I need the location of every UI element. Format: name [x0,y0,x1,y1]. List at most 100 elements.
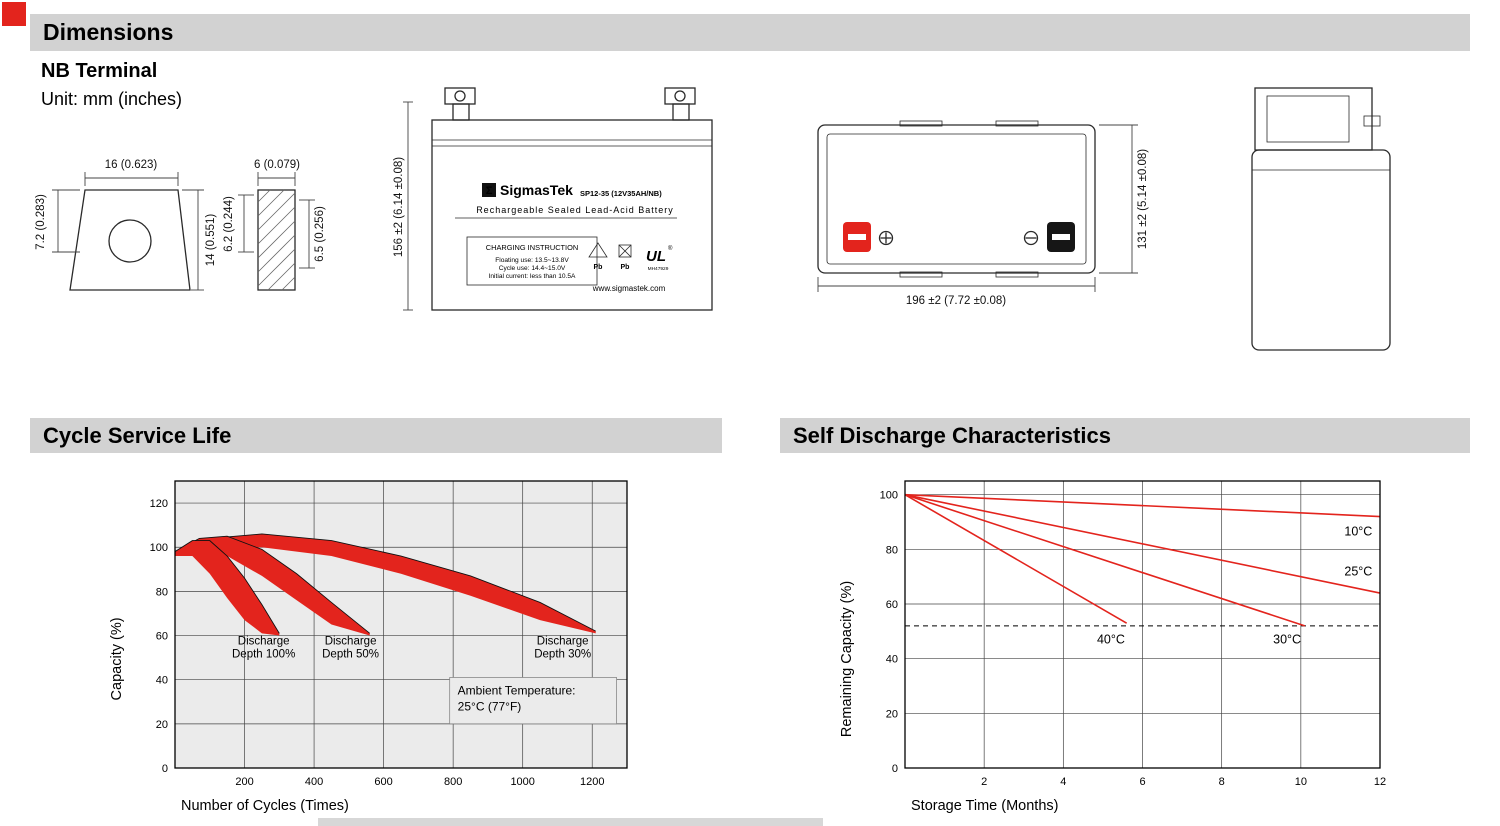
pb-label-2: Pb [621,264,630,271]
svg-text:Discharge: Discharge [325,635,377,647]
terminal-posts [444,87,696,121]
terminal-section-shape [257,189,296,291]
svg-text:0: 0 [162,763,168,775]
cycle-service-life-bar: Cycle Service Life [30,418,722,453]
terminal-detail-drawing: 16 (0.623) 7.2 (0.283) 14 (0.551) [35,159,326,291]
svg-text:Ambient Temperature:: Ambient Temperature: [458,683,576,697]
svg-text:Remaining Capacity (%): Remaining Capacity (%) [839,581,855,737]
terminal-height-dim: 14 (0.551) [205,214,217,267]
svg-text:25°C: 25°C [1344,564,1372,578]
svg-text:25°C (77°F): 25°C (77°F) [458,699,522,713]
height-dimension [403,101,413,311]
svg-text:6: 6 [1139,776,1145,788]
unit-note: Unit: mm (inches) [41,89,183,109]
svg-text:40: 40 [156,675,168,687]
charging-line-2: Cycle use: 14.4~15.0V [499,265,566,272]
cycle-service-life-chart: Ambient Temperature: 25°C (77°F) Discharge… [109,480,628,814]
svg-text:60: 60 [156,631,168,643]
pb-bin-icon: Pb [618,244,632,271]
svg-text:Discharge: Discharge [238,635,290,647]
black-terminal [1047,222,1075,252]
svg-text:100: 100 [150,542,168,554]
red-terminal [843,222,871,252]
sigma-logo [482,183,496,197]
svg-text:Storage Time (Months): Storage Time (Months) [911,798,1058,814]
terminal-tab [1363,115,1381,127]
ul-registered: ® [668,245,673,252]
battery-top-view: 196 ±2 (7.72 ±0.08) 131 ±2 (5.14 ±0.08) [817,120,1149,307]
terminal-front-dimension-lines [52,172,204,291]
dimensions-title: Dimensions [43,19,174,45]
svg-text:Depth 50%: Depth 50% [322,648,379,660]
svg-text:600: 600 [374,776,392,788]
model-number: SP12-35 (12V35AH/NB) [580,189,662,198]
next-section-cutoff [318,818,823,826]
terminal-front-shape [69,189,191,291]
corner-accent [2,2,26,26]
svg-text:1000: 1000 [510,776,534,788]
charging-title: CHARGING INSTRUCTION [486,243,578,252]
svg-text:Depth 100%: Depth 100% [232,648,295,660]
svg-text:80: 80 [886,544,898,556]
section-lower-dim: 6.5 (0.256) [314,206,326,262]
width-dimension [817,277,1096,292]
svg-text:Depth 30%: Depth 30% [534,648,591,660]
battery-type: Rechargeable Sealed Lead-Acid Battery [476,205,674,215]
svg-text:10: 10 [1295,776,1307,788]
nb-terminal-heading: NB Terminal [41,60,158,82]
svg-text:800: 800 [444,776,462,788]
ul-file-number: MH47929 [648,266,669,272]
depth-dim-label: 131 ±2 (5.14 ±0.08) [1137,149,1149,249]
battery-label: Σ SigmasTek SP12-35 (12V35AH/NB) Recharg… [455,182,677,293]
sigma-mark: Σ [486,185,493,197]
case-tabs [899,120,1039,278]
case-inner [826,133,1087,265]
svg-text:2: 2 [981,776,987,788]
svg-text:30°C: 30°C [1273,633,1301,647]
dimensions-header-bar: Dimensions [30,14,1470,51]
side-body [1251,149,1391,351]
self-discharge-title: Self Discharge Characteristics [793,422,1111,448]
battery-front-view: Σ SigmasTek SP12-35 (12V35AH/NB) Recharg… [393,87,713,311]
depth-dimension [1099,124,1138,274]
self-discharge-chart: 10°C 25°C 30°C 40°C 2 4 6 8 10 12 0 20 40 60 80 100 Stor… [839,480,1386,814]
terminal-housing [1254,87,1373,151]
svg-text:60: 60 [886,599,898,611]
battery-body [431,119,713,311]
ul-mark-icon: UL ® MH47929 [646,245,673,272]
svg-text:40: 40 [886,654,898,666]
case-outline [817,124,1096,274]
height-dim-label: 156 ±2 (6.14 ±0.08) [393,157,405,257]
terminal-partial-height-dim: 7.2 (0.283) [35,194,47,250]
svg-text:40°C: 40°C [1097,633,1125,647]
svg-text:80: 80 [156,586,168,598]
svg-text:10°C: 10°C [1344,525,1372,539]
plus-symbol [878,230,894,246]
website-url: www.sigmastek.com [592,284,666,293]
svg-text:200: 200 [235,776,253,788]
section-upper-dim: 6.2 (0.244) [223,196,235,252]
self-discharge-bar: Self Discharge Characteristics [780,418,1470,453]
battery-side-view [1251,87,1391,351]
minus-symbol [1023,230,1039,246]
pb-recycle-icon: Pb [588,242,608,271]
charging-instruction-box [466,236,598,286]
svg-text:120: 120 [150,498,168,510]
pb-label-1: Pb [594,264,603,271]
svg-text:20: 20 [156,719,168,731]
svg-text:0: 0 [892,763,898,775]
brand-name: SigmasTek [500,182,573,198]
svg-text:20: 20 [886,708,898,720]
svg-text:400: 400 [305,776,323,788]
svg-text:Number of Cycles (Times): Number of Cycles (Times) [181,798,349,814]
svg-text:100: 100 [880,490,898,502]
svg-text:12: 12 [1374,776,1386,788]
cycle-service-life-title: Cycle Service Life [43,422,232,448]
svg-text:Capacity (%): Capacity (%) [109,617,125,700]
width-dim-label: 196 ±2 (7.72 ±0.08) [906,295,1006,307]
charging-line-3: Initial current: less than 10.5A [489,273,576,280]
svg-text:4: 4 [1060,776,1066,788]
terminal-width-dim: 16 (0.623) [105,159,158,171]
ul-letters: UL [646,248,666,265]
